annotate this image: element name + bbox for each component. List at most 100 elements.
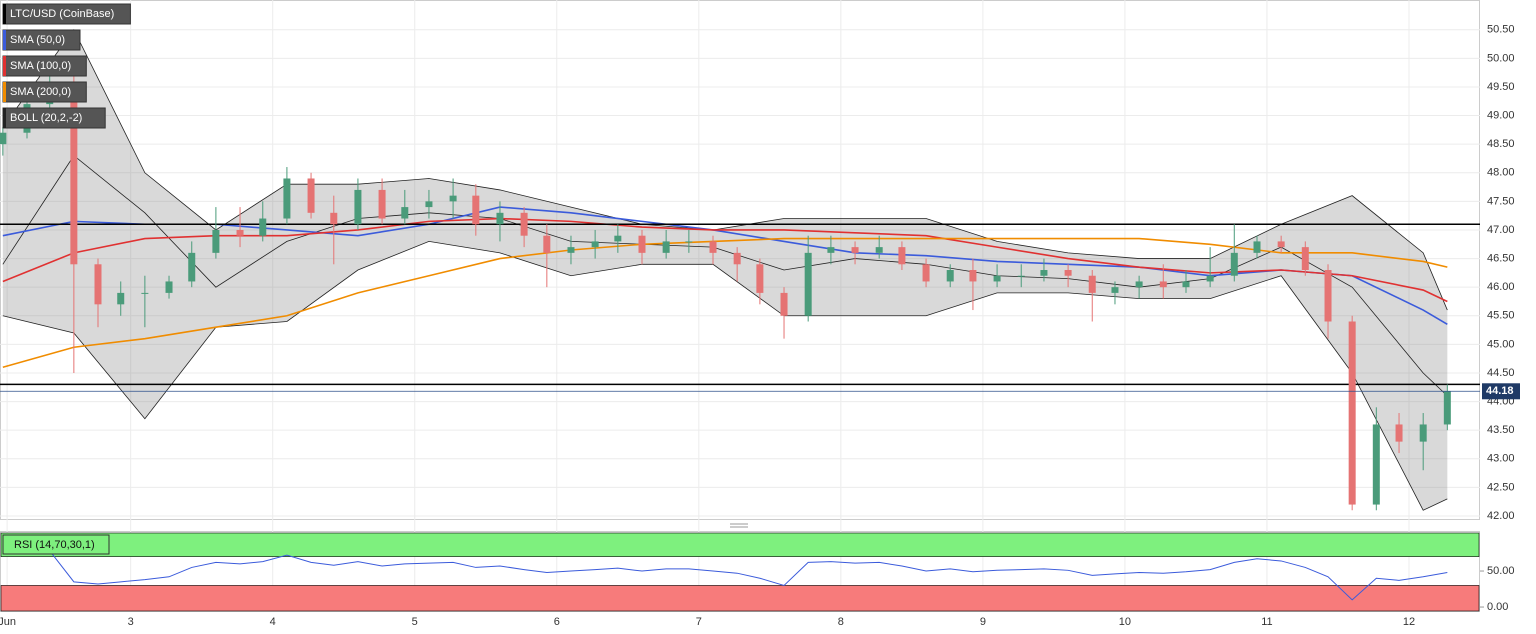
candle-body: [946, 270, 954, 282]
boll-lower: [2, 240, 1448, 511]
candle-body: [567, 247, 575, 253]
candle-body: [520, 212, 528, 236]
candle-body: [922, 264, 930, 282]
x-tick-label: 8: [838, 616, 844, 628]
candle-body: [117, 292, 125, 305]
y-tick-label: 45.50: [1487, 310, 1515, 322]
candle-body: [307, 178, 315, 213]
candle-body: [638, 235, 646, 253]
x-tick-label: 10: [1119, 616, 1131, 628]
y-tick-label: 45.00: [1487, 338, 1515, 350]
candle-body: [1135, 281, 1143, 288]
last-price-tag: [1482, 383, 1520, 400]
candle-body: [141, 292, 149, 294]
candle-body: [1040, 270, 1048, 276]
panel-resize-handle[interactable]: [730, 523, 748, 528]
overbought-zone: [0, 532, 1480, 557]
x-tick-label: 6: [554, 616, 560, 628]
legend-label: BOLL (20,2,-2): [10, 112, 82, 124]
y-tick-label: 42.50: [1487, 481, 1515, 493]
legend-swatch: [3, 30, 6, 50]
candle-body: [662, 241, 670, 253]
candle-body: [1230, 252, 1238, 276]
candle-body: [188, 252, 196, 282]
y-tick-label: 43.00: [1487, 453, 1515, 465]
candle-body: [969, 270, 977, 282]
y-tick-label: 49.50: [1487, 81, 1515, 93]
x-tick-label: Jun: [0, 616, 16, 628]
y-tick-label: 42.00: [1487, 510, 1515, 522]
sma-line: [2, 206, 1448, 326]
candle-body: [1372, 424, 1380, 505]
candle-body: [496, 212, 504, 225]
candle-body: [685, 241, 693, 243]
sma-line: [2, 237, 1448, 369]
last-price-label: 44.18: [1486, 385, 1514, 397]
candle-body: [1324, 270, 1332, 322]
candle-body: [993, 275, 1001, 282]
candle-body: [804, 252, 812, 316]
legend-label: SMA (200,0): [10, 86, 71, 98]
candle-body: [1348, 321, 1356, 505]
candle-body: [543, 235, 551, 253]
rsi-tick-label: 0.00: [1487, 601, 1508, 613]
y-tick-label: 47.50: [1487, 195, 1515, 207]
oversold-zone: [0, 585, 1480, 612]
candle-body: [1395, 424, 1403, 442]
candle-body: [70, 86, 78, 265]
candle-body: [875, 247, 883, 253]
candle-body: [1206, 275, 1214, 282]
candle-body: [1301, 247, 1309, 271]
y-tick-label: 46.00: [1487, 281, 1515, 293]
candle-body: [0, 132, 7, 145]
candle-body: [1419, 424, 1427, 442]
x-tick-label: 3: [128, 616, 134, 628]
candle-body: [1182, 281, 1190, 288]
candle-body: [1277, 241, 1285, 248]
candle-body: [827, 247, 835, 253]
boll-fill: [2, 29, 1448, 511]
legend-label: SMA (50,0): [10, 34, 65, 46]
candle-body: [780, 292, 788, 316]
legend-swatch: [3, 108, 6, 128]
candle-body: [1253, 241, 1261, 253]
candle-body: [1111, 287, 1119, 293]
y-tick-label: 50.50: [1487, 24, 1515, 36]
y-tick-label: 49.00: [1487, 109, 1515, 121]
x-tick-label: 4: [270, 616, 276, 628]
x-tick-label: 5: [412, 616, 418, 628]
candle-body: [591, 241, 599, 248]
candle-body: [259, 218, 267, 236]
candle-body: [378, 189, 386, 219]
candle-body: [898, 247, 906, 265]
y-tick-label: 48.50: [1487, 138, 1515, 150]
x-tick-label: 9: [980, 616, 986, 628]
candle-body: [1017, 275, 1025, 277]
x-tick-label: 12: [1403, 616, 1415, 628]
rsi-line: [2, 548, 1448, 601]
boll-middle: [2, 155, 1448, 397]
candle-body: [354, 189, 362, 225]
candle-body: [449, 195, 457, 202]
rsi-legend-box: [2, 534, 110, 555]
candle-body: [330, 212, 338, 225]
candle-body: [1088, 275, 1096, 293]
candle-body: [851, 247, 859, 253]
x-tick-label: 7: [696, 616, 702, 628]
legend-swatch: [3, 56, 6, 76]
y-tick-label: 46.50: [1487, 252, 1515, 264]
candle-body: [212, 229, 220, 253]
candle-body: [401, 207, 409, 219]
candle-body: [283, 178, 291, 219]
candle-body: [614, 235, 622, 242]
candle-body: [94, 264, 102, 305]
legend-label: SMA (100,0): [10, 60, 71, 72]
rsi-tick-label: 50.00: [1487, 565, 1515, 577]
candle-body: [472, 195, 480, 225]
candle-body: [236, 229, 244, 236]
x-tick-label: 11: [1261, 616, 1272, 628]
candle-body: [1443, 391, 1451, 425]
y-tick-label: 48.00: [1487, 167, 1515, 179]
candle-body: [733, 252, 741, 265]
